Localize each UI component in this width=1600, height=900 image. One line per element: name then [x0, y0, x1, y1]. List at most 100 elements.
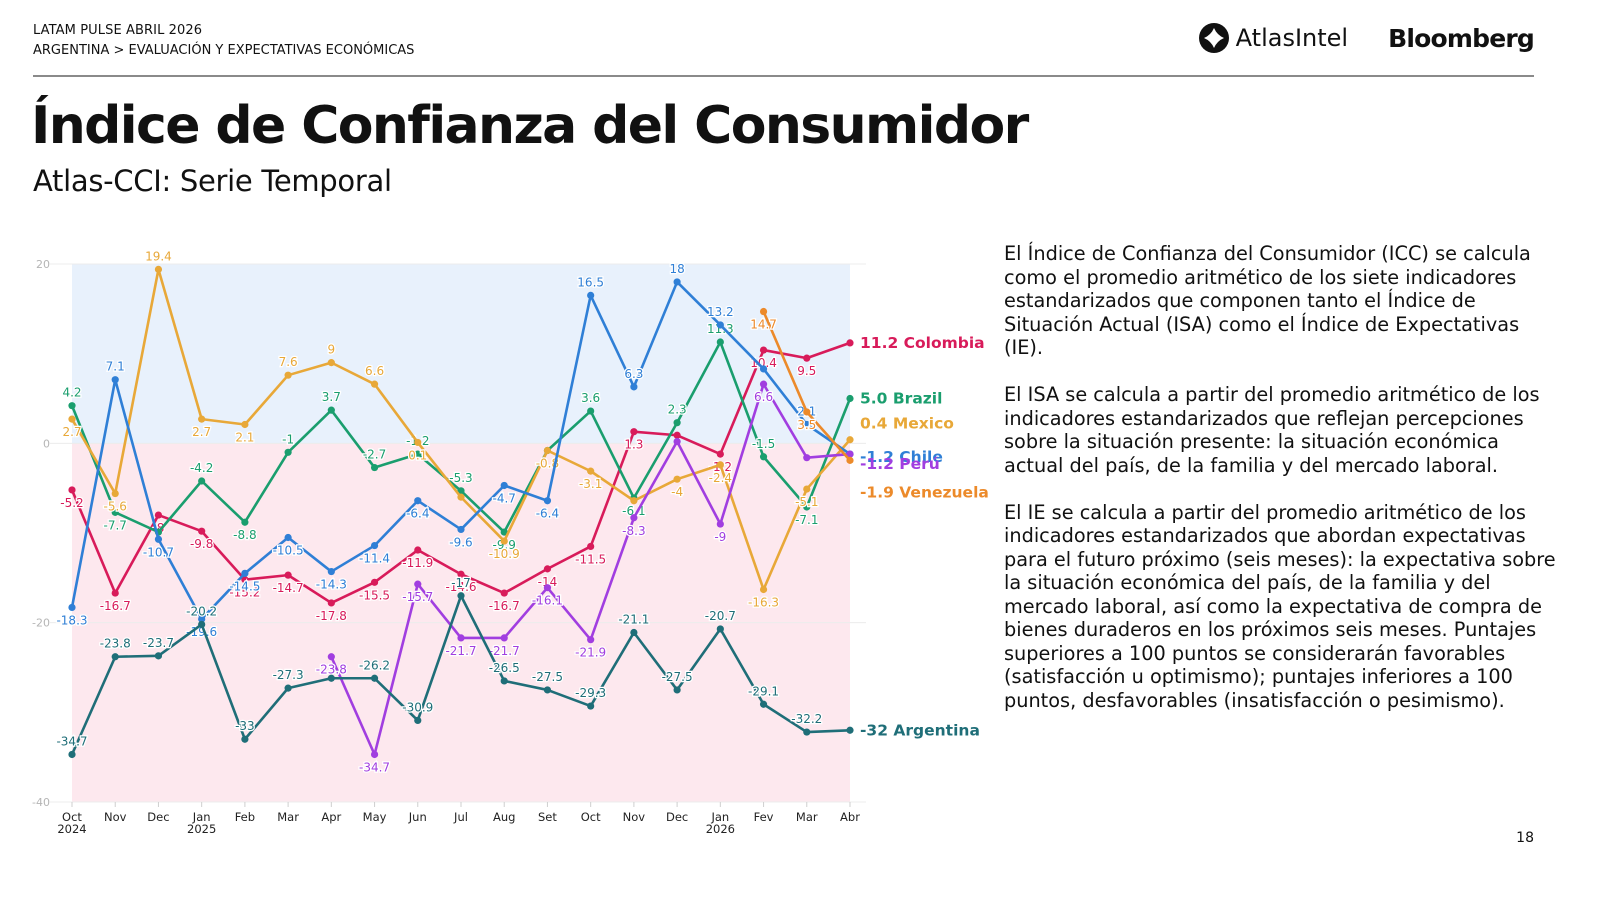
data-label-peru: -16.1 — [532, 594, 563, 608]
data-point-mexico — [500, 537, 508, 545]
data-point-colombia — [587, 542, 595, 551]
data-point-chile — [327, 567, 335, 576]
data-point-chile — [198, 615, 206, 623]
data-label-brazil: 3.7 — [322, 390, 341, 404]
data-label-chile: -10.5 — [273, 543, 304, 557]
data-label-mexico: 2.1 — [235, 431, 254, 445]
data-label-argentina: -29.3 — [575, 686, 606, 700]
data-point-argentina — [846, 726, 854, 734]
data-label-colombia: 9.5 — [797, 364, 816, 378]
data-point-colombia — [457, 570, 465, 578]
x-tick-label: Oct — [581, 810, 601, 824]
x-tick-year-label: 2024 — [57, 822, 86, 836]
data-point-colombia — [111, 589, 119, 597]
data-point-argentina — [543, 686, 552, 694]
data-point-brazil — [587, 407, 595, 415]
data-point-chile — [673, 278, 681, 286]
data-point-colombia — [673, 431, 681, 439]
data-point-chile — [68, 603, 76, 612]
data-label-mexico: -16.3 — [748, 595, 779, 609]
data-label-brazil: -1 — [282, 432, 294, 446]
data-label-peru: -15.7 — [402, 590, 433, 604]
data-point-brazil — [111, 508, 119, 516]
data-label-mexico: 19.4 — [145, 249, 172, 263]
data-label-argentina: -23.7 — [143, 636, 174, 650]
data-point-peru — [370, 750, 379, 759]
data-point-argentina — [241, 735, 249, 743]
data-point-mexico — [630, 497, 638, 505]
data-label-colombia: -11.5 — [575, 552, 606, 566]
data-point-peru — [803, 454, 811, 462]
data-label-brazil: -2.7 — [363, 448, 386, 462]
data-label-brazil: 4.2 — [62, 386, 81, 400]
x-tick-label: Nov — [104, 810, 127, 824]
data-label-colombia: -17.8 — [316, 609, 347, 623]
x-tick-label: May — [363, 810, 387, 824]
data-label-mexico: -5.1 — [795, 495, 818, 509]
data-point-brazil — [284, 448, 292, 456]
data-label-colombia: 1.3 — [624, 438, 643, 452]
data-label-peru: -21.7 — [445, 644, 476, 658]
x-tick-year-label: 2025 — [187, 822, 216, 836]
data-point-mexico — [543, 446, 552, 455]
data-point-chile — [370, 541, 379, 550]
data-point-brazil — [500, 528, 508, 536]
atlasintel-logo-icon — [1198, 23, 1229, 53]
data-label-argentina: -26.2 — [359, 658, 390, 672]
data-label-peru: -34.7 — [359, 760, 390, 774]
data-point-mexico — [414, 438, 422, 447]
header-divider — [33, 75, 1534, 77]
data-point-colombia — [414, 546, 422, 554]
data-label-mexico: -3.1 — [579, 477, 602, 491]
data-point-mexico — [846, 436, 854, 444]
data-point-mexico — [241, 420, 249, 429]
data-point-colombia — [284, 571, 292, 579]
data-point-mexico — [803, 485, 811, 493]
data-point-brazil — [803, 503, 811, 511]
data-label-colombia: -14.7 — [273, 581, 304, 595]
data-point-peru — [500, 634, 508, 642]
x-tick-label: Apr — [321, 810, 341, 824]
data-label-brazil: -7.1 — [795, 513, 818, 527]
data-label-colombia: -11.9 — [402, 556, 433, 570]
background-band-positive — [72, 264, 850, 444]
description-ie: El IE se calcula a partir del promedio a… — [1004, 500, 1556, 712]
data-point-peru — [759, 380, 768, 388]
data-point-peru — [587, 636, 595, 644]
y-tick-label: 0 — [43, 437, 50, 450]
data-label-brazil: -5.3 — [449, 471, 472, 485]
data-label-chile: -14.5 — [229, 579, 260, 593]
data-label-chile: 6.3 — [624, 367, 643, 381]
x-tick-label: Feb — [235, 810, 255, 824]
data-point-colombia — [630, 428, 638, 436]
page-number: 18 — [1516, 830, 1534, 846]
end-label-colombia: 11.2 Colombia — [860, 334, 985, 352]
data-point-colombia — [327, 599, 335, 607]
data-label-chile: -14.3 — [316, 578, 347, 592]
data-point-colombia — [154, 511, 163, 519]
x-tick-label: Dec — [147, 810, 169, 824]
data-point-argentina — [154, 652, 163, 660]
data-point-argentina — [68, 750, 76, 759]
page-subtitle: Atlas-CCI: Serie Temporal — [33, 164, 392, 198]
x-tick-label: Jan — [192, 810, 211, 824]
data-point-colombia — [198, 527, 206, 535]
data-label-brazil: 2.3 — [668, 403, 687, 417]
data-label-chile: 16.5 — [577, 275, 604, 289]
data-label-peru: -21.7 — [489, 644, 520, 658]
data-label-argentina: -26.5 — [489, 661, 520, 675]
x-tick-label: Oct — [62, 810, 82, 824]
data-point-mexico — [759, 585, 768, 594]
data-point-chile — [716, 321, 724, 329]
data-point-argentina — [587, 702, 595, 710]
breadcrumb: ARGENTINA > EVALUACIÓN Y EXPECTATIVAS EC… — [33, 43, 415, 58]
logos: AtlasIntel Bloomberg — [1198, 22, 1535, 54]
data-point-argentina — [759, 700, 768, 708]
data-label-colombia: -16.7 — [489, 599, 520, 613]
data-point-brazil — [673, 419, 681, 427]
data-label-chile: 7.1 — [106, 360, 125, 374]
end-label-argentina: -32 Argentina — [860, 721, 980, 739]
data-label-colombia: -15.5 — [359, 588, 390, 602]
data-label-mexico: -2.4 — [709, 471, 732, 485]
data-point-brazil — [457, 487, 465, 495]
